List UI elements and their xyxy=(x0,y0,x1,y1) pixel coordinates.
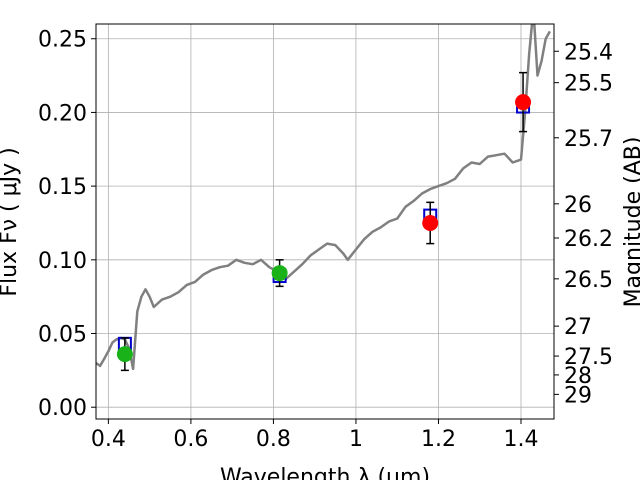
y2-tick-label: 25.4 xyxy=(564,40,613,65)
y-tick-label: 0.00 xyxy=(38,396,87,421)
y2-tick-label: 25.7 xyxy=(564,127,613,152)
y2-tick-label: 27 xyxy=(564,315,592,340)
x-tick-label: 0.4 xyxy=(91,427,126,452)
grid xyxy=(96,24,554,419)
y2-tick-label: 26.2 xyxy=(564,227,613,252)
observed-flux-point xyxy=(515,94,532,111)
y-tick-label: 0.20 xyxy=(38,101,87,126)
y2-axis-label: Magnitude (AB) xyxy=(621,137,640,308)
y-axis: 0.00 0.05 0.10 0.15 0.20 0.25 xyxy=(38,28,96,421)
x-axis: 0.4 0.6 0.8 1 1.2 1.4 xyxy=(91,419,538,452)
plot-frame xyxy=(95,23,555,420)
y2-tick-label: 28 xyxy=(564,364,592,389)
x-tick-label: 0.8 xyxy=(256,427,291,452)
x-axis-label: Wavelength λ (μm) xyxy=(220,465,430,480)
y-tick-label: 0.15 xyxy=(38,175,87,200)
y2-tick-label: 25.5 xyxy=(564,72,613,97)
y2-tick-label: 26 xyxy=(564,193,592,218)
y-axis-label: Flux Fν ( μJy ) xyxy=(0,147,22,296)
y-tick-label: 0.10 xyxy=(38,249,87,274)
observed-flux-point xyxy=(116,346,133,363)
spectrum-line xyxy=(96,24,551,371)
y-tick-label: 0.05 xyxy=(38,323,87,348)
y-tick-label: 0.25 xyxy=(38,28,87,53)
x-tick-label: 1 xyxy=(349,427,363,452)
observed-flux-point xyxy=(422,214,439,231)
x-tick-label: 0.6 xyxy=(173,427,208,452)
x-tick-label: 1.4 xyxy=(503,427,538,452)
y2-tick-label: 29 xyxy=(564,383,592,408)
y2-tick-label: 27.5 xyxy=(564,345,613,370)
observed-flux-point xyxy=(271,265,288,282)
plot-area xyxy=(96,24,551,372)
y2-tick-label: 26.5 xyxy=(564,268,613,293)
x-tick-label: 1.2 xyxy=(421,427,456,452)
